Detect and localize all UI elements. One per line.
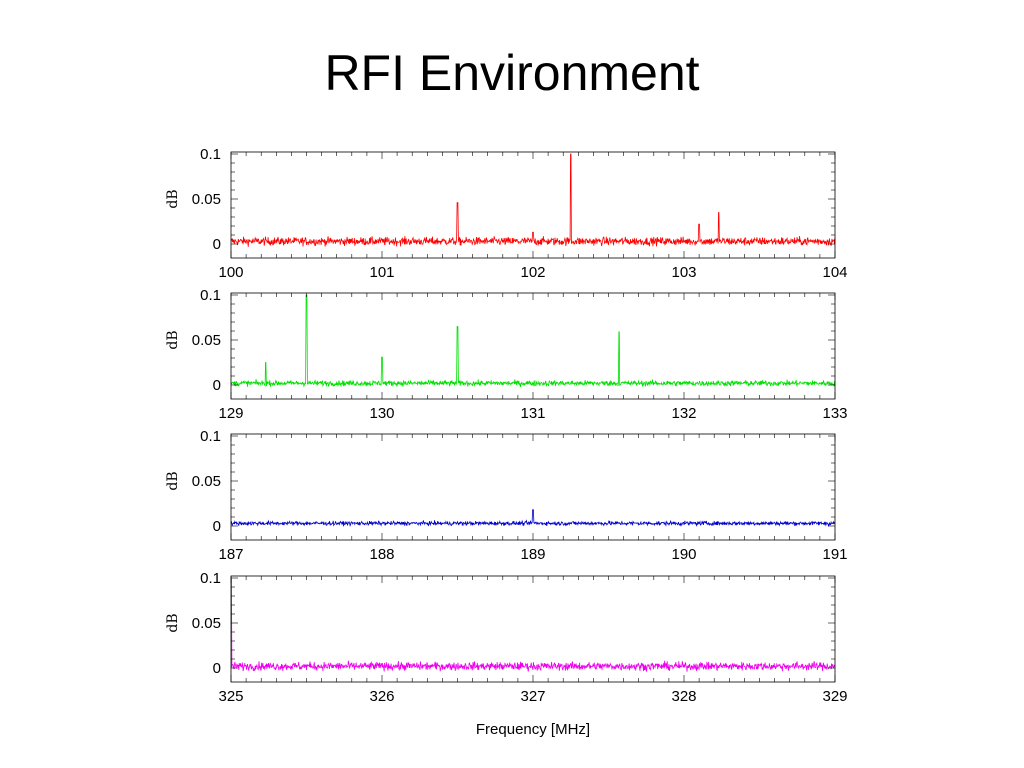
x-tick-label: 189: [520, 546, 545, 563]
y-tick-label: 0.1: [200, 570, 221, 587]
y-tick-label: 0: [213, 377, 221, 394]
panel-2: 129 130 131 132 133 0 0.05 0.1 dB: [165, 287, 848, 422]
slide-title: RFI Environment: [324, 45, 700, 101]
y-axis-label: dB: [165, 330, 181, 349]
x-tick-label: 325: [218, 688, 243, 705]
y-tick-label: 0.05: [192, 332, 221, 349]
series-line: [230, 294, 836, 388]
series-line: [231, 577, 836, 672]
x-tick-label: 327: [520, 688, 545, 705]
y-tick-label: 0.1: [200, 146, 221, 163]
x-tick-label: 130: [369, 405, 394, 422]
y-tick-label: 0.05: [192, 473, 221, 490]
y-tick-label: 0.1: [200, 287, 221, 304]
x-tick-label: 104: [822, 264, 847, 281]
x-tick-label: 101: [369, 264, 394, 281]
y-axis-label: dB: [165, 471, 181, 490]
x-axis-label: Frequency [MHz]: [476, 721, 590, 738]
x-tick-label: 188: [369, 546, 394, 563]
y-tick-label: 0: [213, 518, 221, 535]
y-axis-label: dB: [165, 189, 181, 208]
x-tick-label: 102: [520, 264, 545, 281]
series-line: [230, 509, 836, 528]
x-tick-label: 132: [671, 405, 696, 422]
y-tick-label: 0: [213, 236, 221, 253]
y-tick-label: 0.05: [192, 615, 221, 632]
y-tick-label: 0: [213, 660, 221, 677]
panel-3: 187 188 189 190 191 0 0.05 0.1 dB: [165, 428, 848, 563]
x-tick-label: 129: [218, 405, 243, 422]
panel-1: 100 101 102 103 104 0 0.05 0.1 dB: [165, 146, 848, 281]
x-tick-label: 191: [822, 546, 847, 563]
x-tick-label: 133: [822, 405, 847, 422]
x-tick-label: 326: [369, 688, 394, 705]
x-tick-label: 187: [218, 546, 243, 563]
x-tick-label: 329: [822, 688, 847, 705]
y-tick-label: 0.1: [200, 428, 221, 445]
x-tick-label: 103: [671, 264, 696, 281]
y-tick-label: 0.05: [192, 191, 221, 208]
panel-4: 325 326 327 328 329 0 0.05 0.1 dB Frequency [MHz]: [165, 570, 848, 738]
x-tick-label: 190: [671, 546, 696, 563]
series-line: [230, 153, 836, 247]
y-axis-label: dB: [165, 613, 181, 632]
x-tick-label: 328: [671, 688, 696, 705]
x-tick-label: 100: [218, 264, 243, 281]
x-tick-label: 131: [520, 405, 545, 422]
